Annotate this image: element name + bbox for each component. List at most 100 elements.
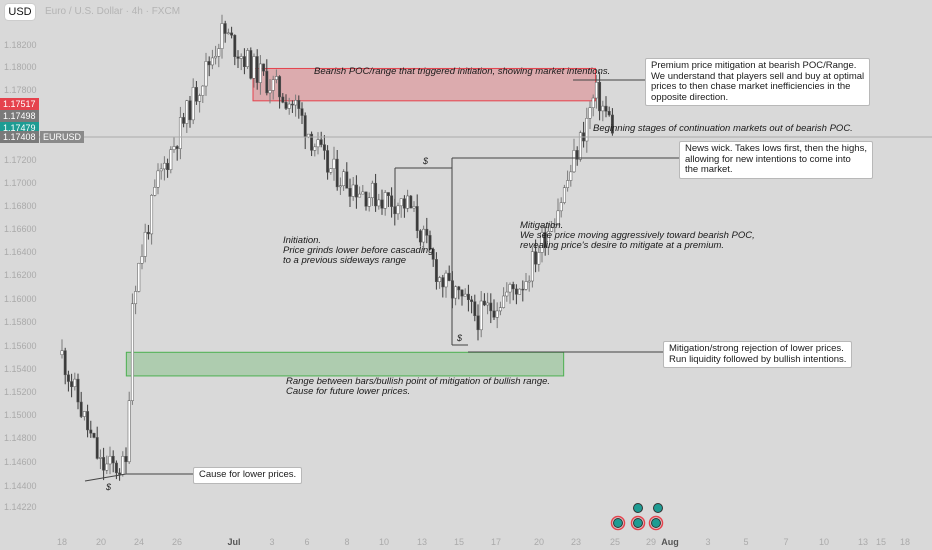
candle-body — [575, 150, 579, 160]
candle-body — [274, 76, 278, 80]
candle-body — [578, 132, 582, 160]
candle-body — [588, 107, 592, 119]
candle-body — [354, 184, 358, 198]
candle-body — [220, 23, 224, 49]
callout-line: Mitigation/strong rejection of lower pri… — [669, 343, 844, 354]
y-tick-label: 1.15600 — [4, 341, 37, 351]
candle-body — [287, 103, 291, 109]
candle-body — [374, 182, 378, 207]
candle-body — [406, 195, 410, 209]
candle-body — [60, 350, 64, 356]
candle-body — [95, 437, 99, 459]
candle-body — [534, 251, 538, 265]
candle-body — [402, 198, 406, 209]
x-tick-label: 15 — [453, 537, 465, 547]
candle-body — [326, 150, 330, 173]
annotation-line: to a previous sideways range — [283, 255, 407, 266]
candle-body — [156, 170, 160, 188]
liquidity-line[interactable] — [84, 473, 127, 482]
candle-body — [342, 171, 346, 186]
candle-body — [210, 57, 214, 66]
candle-body — [182, 117, 186, 124]
candle-body — [479, 300, 483, 331]
callout-line: the market. — [685, 164, 733, 175]
currency-selector[interactable]: USD — [5, 4, 35, 20]
candle-body — [377, 199, 381, 207]
event-marker-icon[interactable] — [613, 518, 623, 528]
event-marker-ring — [610, 515, 626, 531]
event-marker-icon[interactable] — [651, 518, 661, 528]
candle-body — [396, 205, 400, 215]
callout-line: opposite direction. — [651, 91, 729, 103]
candle-body — [108, 455, 112, 465]
candle-body — [546, 231, 550, 248]
y-tick-label: 1.18200 — [4, 40, 37, 50]
candle-body — [540, 232, 544, 253]
candle-body — [281, 96, 285, 103]
candle-body — [473, 301, 477, 317]
callout-lower-prices[interactable]: Cause for lower prices. — [193, 467, 303, 484]
candle-body — [559, 202, 563, 212]
candle-body — [454, 286, 458, 299]
annotation-continuation: Beginning stages of continuation markets… — [593, 123, 853, 134]
candle-body — [294, 100, 298, 106]
y-tick-label: 1.16200 — [4, 270, 37, 280]
candle-body — [470, 299, 474, 302]
event-marker-ring — [630, 515, 646, 531]
callout-premium[interactable]: Premium price mitigation at bearish POC/… — [645, 58, 871, 106]
candle-body — [159, 168, 163, 172]
candle-body — [521, 288, 525, 291]
price-tag-last-value: 1.17408 — [3, 132, 36, 142]
callout-mitigation-rejection[interactable]: Mitigation/strong rejection of lower pri… — [663, 341, 853, 368]
candle-body — [214, 56, 218, 59]
candle-body — [89, 429, 93, 434]
x-tick-label: Jul — [227, 537, 241, 547]
bullish-range-zone[interactable] — [125, 351, 565, 377]
candle-body — [124, 456, 128, 463]
candle-body — [457, 286, 461, 291]
candle-body — [284, 102, 288, 109]
candle-body — [127, 400, 131, 463]
candle-body — [262, 63, 266, 72]
x-tick-label: 8 — [344, 537, 350, 547]
x-tick-label: 5 — [743, 537, 749, 547]
candle-body — [98, 457, 102, 459]
x-tick-label: 20 — [95, 537, 107, 547]
candle-body — [66, 374, 70, 382]
candle-body — [415, 206, 419, 231]
event-marker-icon[interactable] — [653, 503, 663, 513]
callout-news-wick[interactable]: News wick. Takes lows first, then the hi… — [679, 141, 873, 179]
candle-body — [185, 100, 189, 124]
y-tick-label: 1.16400 — [4, 247, 37, 257]
candle-body — [140, 256, 144, 264]
y-tick-label: 1.15200 — [4, 387, 37, 397]
x-tick-label: 13 — [857, 537, 869, 547]
event-marker-icon[interactable] — [633, 518, 643, 528]
candle-body — [188, 100, 192, 121]
event-marker-icon[interactable] — [633, 503, 643, 513]
candle-body — [252, 56, 256, 79]
callout-line: prices to then chase market inefficienci… — [651, 81, 851, 92]
candle-body — [562, 187, 566, 203]
candle-body — [537, 252, 541, 265]
candle-body — [70, 381, 74, 388]
candle-body — [111, 455, 115, 464]
candle-body — [386, 192, 390, 196]
candle-body — [486, 302, 490, 306]
candle-body — [444, 272, 448, 288]
callout-line: News wick. Takes lows first, then the hi… — [685, 143, 867, 154]
candle-body — [146, 231, 150, 235]
x-tick-label: 25 — [609, 537, 621, 547]
y-tick-label: 1.16600 — [4, 224, 37, 234]
candle-body — [191, 87, 195, 121]
candle-body — [358, 193, 362, 198]
candle-body — [335, 158, 339, 188]
candle-body — [329, 168, 333, 173]
annotation-line: Mitigation. — [520, 220, 564, 231]
candle-body — [412, 206, 416, 209]
x-tick-label: 15 — [875, 537, 887, 547]
candle-body — [604, 105, 608, 112]
candle-body — [505, 291, 509, 297]
bearish-poc-zone[interactable] — [252, 67, 596, 102]
